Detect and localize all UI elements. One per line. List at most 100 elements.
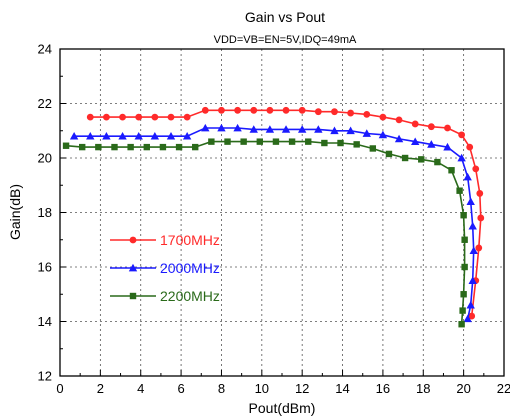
y-tick-label: 18 (38, 205, 52, 220)
data-point-1700mhz (331, 108, 338, 116)
data-point-1700mhz (468, 312, 476, 320)
series-line-2200mhz (66, 140, 466, 325)
data-point-2000mhz (463, 172, 472, 181)
data-point-2200mhz (458, 321, 465, 328)
data-point-2200mhz (321, 139, 328, 147)
data-point-2000mhz (150, 132, 160, 140)
grid-lines (60, 49, 504, 376)
data-point-2000mhz (457, 153, 466, 162)
data-point-2000mhz (201, 123, 210, 132)
y-tick-label: 24 (38, 42, 52, 57)
legend-marker-1700mhz (129, 236, 137, 244)
data-point-2200mhz (460, 291, 467, 298)
data-point-1700mhz (477, 214, 485, 222)
data-point-2000mhz (134, 132, 143, 140)
data-point-1700mhz (475, 244, 483, 252)
data-point-2000mhz (378, 130, 388, 139)
x-tick-label: 8 (218, 381, 225, 396)
data-point-1700mhz (458, 131, 466, 139)
data-point-1700mhz (395, 116, 403, 124)
data-point-1700mhz (298, 106, 306, 114)
series-1700mhz (86, 106, 485, 320)
data-point-2200mhz (143, 143, 150, 151)
data-point-1700mhz (363, 111, 371, 118)
legend-marker-2000mhz (128, 263, 138, 272)
data-point-1700mhz (466, 143, 474, 151)
x-tick-label: 20 (456, 381, 470, 396)
data-point-2200mhz (224, 138, 231, 145)
data-point-2000mhz (297, 125, 307, 133)
data-point-1700mhz (427, 123, 435, 131)
x-tick-label: 4 (137, 381, 144, 396)
data-point-2000mhz (346, 126, 355, 135)
data-point-1700mhz (151, 113, 159, 121)
data-point-2000mhz (468, 221, 477, 230)
data-point-2000mhz (469, 246, 478, 255)
data-point-2000mhz (466, 300, 475, 309)
data-point-2000mhz (362, 129, 371, 137)
data-point-2200mhz (456, 187, 463, 194)
data-point-1700mhz (411, 120, 419, 128)
x-tick-label: 10 (255, 381, 269, 396)
x-tick-label: 18 (416, 381, 430, 396)
legend-label-2200mhz: 2200MHz (160, 288, 220, 304)
data-point-1700mhz (135, 113, 143, 121)
data-point-1700mhz (119, 113, 126, 121)
chart-subtitle: VDD=VB=EN=5V,IDQ=49mA (214, 34, 357, 46)
data-point-1700mhz (347, 109, 355, 117)
legend: 1700MHz 2000MHz 2200MHz (110, 232, 220, 304)
data-point-2200mhz (434, 158, 441, 166)
x-tick-label: 0 (56, 381, 63, 396)
data-point-1700mhz (218, 106, 225, 114)
data-point-2200mhz (401, 154, 409, 162)
y-tick-label: 22 (38, 96, 52, 111)
data-point-1700mhz (250, 106, 258, 114)
data-point-1700mhz (103, 113, 110, 121)
data-point-2200mhz (111, 143, 118, 151)
data-point-1700mhz (472, 165, 480, 173)
x-tick-label: 16 (376, 381, 390, 396)
data-point-2200mhz (337, 139, 344, 147)
data-point-1700mhz (314, 108, 322, 116)
data-point-1700mhz (444, 124, 451, 132)
data-point-2200mhz (175, 143, 183, 151)
data-point-2200mhz (461, 236, 468, 243)
data-point-2000mhz (265, 125, 275, 133)
data-point-2000mhz (217, 123, 226, 132)
legend-label-2000mhz: 2000MHz (160, 260, 220, 276)
y-tick-label: 16 (38, 260, 52, 275)
x-tick-label: 12 (295, 381, 309, 396)
data-point-2000mhz (86, 132, 95, 140)
data-point-2000mhz (166, 132, 176, 140)
y-tick-label: 20 (38, 151, 52, 166)
series-layer (62, 106, 485, 328)
data-point-2000mhz (233, 123, 242, 132)
data-point-2200mhz (418, 156, 425, 163)
data-point-2000mhz (281, 125, 291, 133)
series-line-2000mhz (74, 127, 475, 319)
data-point-2200mhz (353, 141, 360, 148)
data-point-2200mhz (461, 263, 468, 271)
x-tick-label: 6 (177, 381, 184, 396)
data-point-2000mhz (463, 314, 472, 323)
data-point-1700mhz (476, 190, 484, 197)
data-point-2000mhz (330, 126, 339, 135)
data-point-1700mhz (282, 106, 290, 114)
legend-item-2200mhz: 2200MHz (110, 288, 220, 304)
data-point-1700mhz (201, 106, 209, 114)
data-point-2000mhz (69, 132, 79, 140)
data-point-2200mhz (192, 143, 199, 151)
data-point-1700mhz (183, 113, 191, 121)
data-point-2000mhz (394, 134, 404, 143)
data-point-2000mhz (249, 125, 258, 133)
data-point-2200mhz (127, 143, 134, 151)
data-point-2200mhz (240, 138, 247, 145)
legend-item-1700mhz: 1700MHz (110, 232, 220, 248)
legend-item-2000mhz: 2000MHz (110, 260, 220, 276)
y-axis-label: Gain(dB) (7, 184, 23, 240)
data-point-2000mhz (411, 137, 420, 146)
data-point-2200mhz (159, 143, 167, 151)
data-point-2200mhz (79, 143, 86, 151)
x-axis-label: Pout(dBm) (249, 400, 316, 416)
